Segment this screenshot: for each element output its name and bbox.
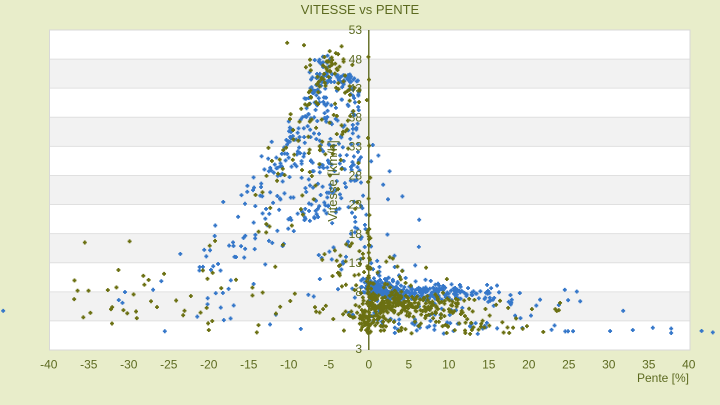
svg-text:40: 40 [682,358,696,372]
svg-text:20: 20 [522,358,536,372]
svg-text:5: 5 [405,358,412,372]
svg-text:15: 15 [482,358,496,372]
svg-text:28: 28 [349,169,363,183]
svg-text:33: 33 [349,140,363,154]
svg-text:13: 13 [349,256,363,270]
svg-text:35: 35 [642,358,656,372]
svg-text:Vitesse [km/h]: Vitesse [km/h] [325,140,340,221]
svg-text:38: 38 [349,111,363,125]
svg-text:53: 53 [349,23,363,37]
svg-text:-20: -20 [200,358,218,372]
svg-text:23: 23 [349,198,363,212]
svg-text:48: 48 [349,52,363,66]
svg-text:-25: -25 [160,358,178,372]
svg-text:8: 8 [355,285,362,299]
svg-text:Pente [%]: Pente [%] [637,371,689,385]
svg-text:43: 43 [349,81,363,95]
svg-text:30: 30 [602,358,616,372]
svg-text:-15: -15 [240,358,258,372]
svg-text:18: 18 [349,227,363,241]
svg-text:-35: -35 [80,358,98,372]
svg-text:VITESSE vs PENTE: VITESSE vs PENTE [301,2,420,17]
svg-text:-30: -30 [120,358,138,372]
svg-text:25: 25 [562,358,576,372]
svg-text:10: 10 [442,358,456,372]
svg-text:3: 3 [355,342,362,356]
svg-text:-40: -40 [40,358,58,372]
svg-text:-5: -5 [323,358,334,372]
svg-text:0: 0 [365,358,372,372]
svg-text:-10: -10 [280,358,298,372]
